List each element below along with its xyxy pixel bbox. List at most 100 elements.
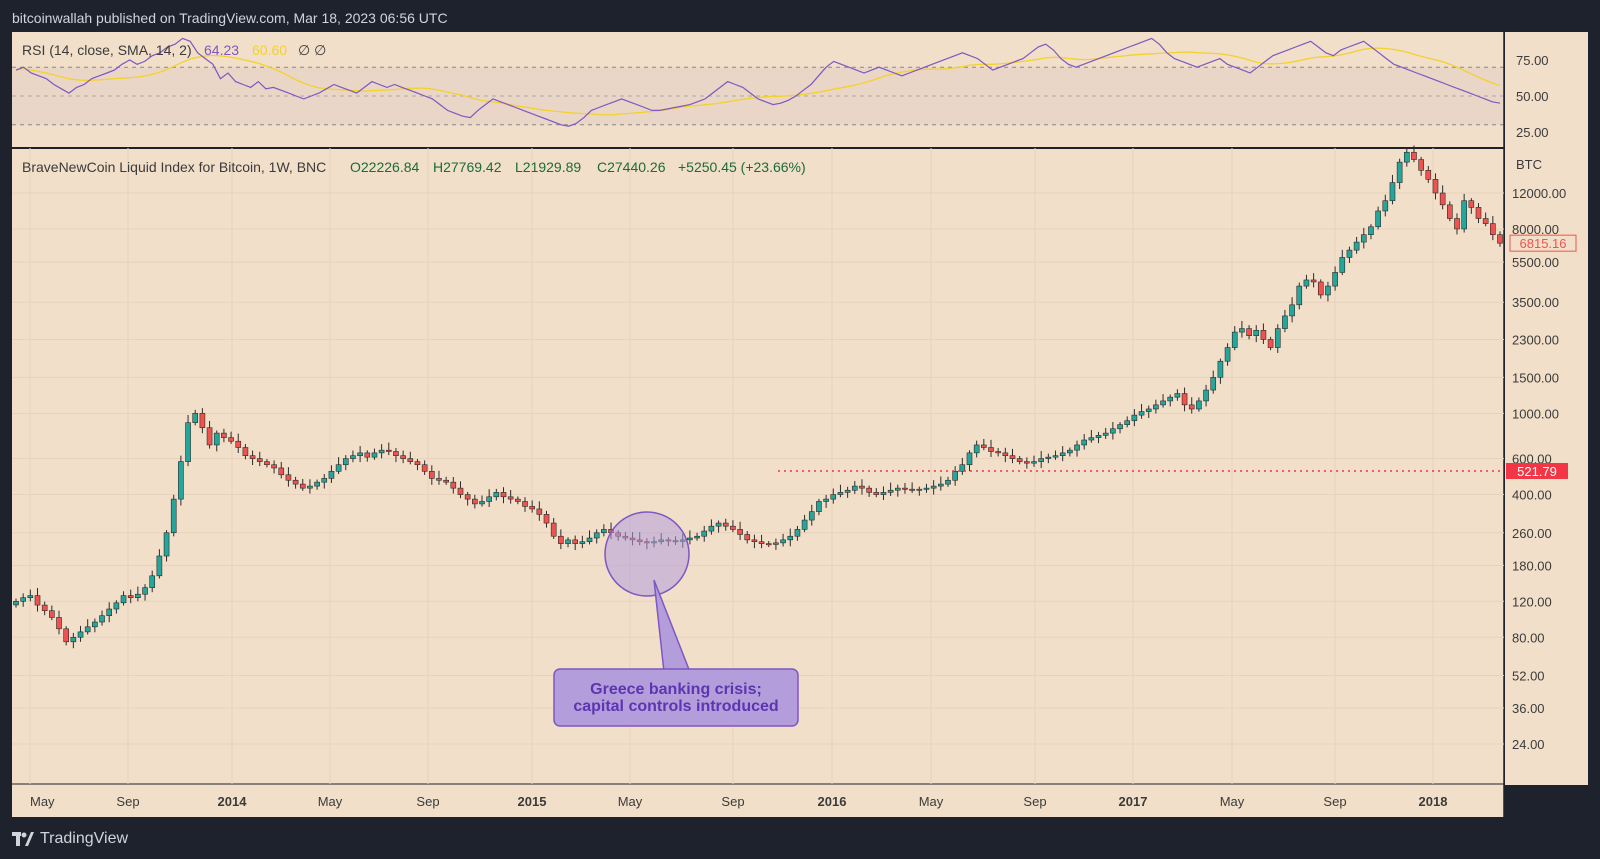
ohlc-low: L21929.89 (515, 159, 581, 175)
candle-body (1102, 432, 1109, 436)
candle-body (385, 449, 392, 452)
candle-body (787, 535, 794, 541)
candle-body (579, 541, 586, 544)
candle-body (558, 535, 564, 544)
candle-body (952, 470, 958, 481)
candle-body (1317, 281, 1324, 296)
candle-body (1181, 393, 1188, 406)
candle-body (235, 440, 242, 448)
rsi-axis: 75.00 50.00 25.00 (1516, 53, 1549, 140)
rsi-sma-line (15, 47, 1501, 116)
candle-body (1188, 404, 1195, 410)
time-tick-label: May (919, 794, 944, 809)
candle-body (973, 444, 980, 454)
candle-body (780, 539, 786, 544)
candle-body (34, 595, 41, 606)
candle-body (543, 514, 550, 524)
time-tick-label: 2014 (218, 794, 248, 809)
candle-body (923, 487, 930, 490)
candle-body (701, 530, 708, 537)
candle-body (708, 525, 715, 532)
footer: TradingView (0, 818, 1600, 859)
candle-body (99, 615, 105, 623)
rsi-extra-symbols: ∅ ∅ (298, 42, 326, 58)
candle-body (1368, 226, 1374, 235)
candle-body (687, 537, 693, 541)
candle-body (1325, 285, 1331, 296)
price-tick-label: 12000.00 (1512, 186, 1566, 201)
candle-body (1009, 455, 1016, 459)
candle-body (49, 610, 55, 618)
candle-body (1454, 218, 1460, 230)
candle-body (1167, 396, 1174, 402)
candle-body (902, 487, 908, 490)
candle-body (1310, 279, 1317, 283)
candle-body (472, 498, 478, 505)
candle-body (1403, 151, 1410, 163)
chart-area[interactable]: RSI (14, close, SMA, 14, 2) 64.23 60.60 … (0, 0, 1600, 818)
candle-body (522, 501, 528, 507)
candle-body (378, 449, 385, 454)
candle-body (1375, 210, 1381, 228)
candle-body (486, 496, 492, 502)
candle-body (41, 604, 48, 611)
rsi-sma-value: 60.60 (252, 42, 287, 58)
candle-body (866, 487, 872, 493)
candle-body (1382, 200, 1389, 212)
price-tick-label: 3500.00 (1512, 295, 1559, 310)
price-tick-label: 80.00 (1512, 630, 1545, 645)
candle-body (163, 532, 170, 557)
symbol-label: BraveNewCoin Liquid Index for Bitcoin, 1… (22, 159, 326, 175)
candles (13, 145, 1503, 649)
candle-body (500, 492, 507, 498)
candle-body (1303, 279, 1310, 287)
candle-body (1131, 414, 1138, 422)
rsi-value: 64.23 (204, 42, 239, 58)
level-tag-background (1506, 462, 1568, 479)
rsi-tick-label: 25.00 (1516, 125, 1549, 140)
candle-body (529, 506, 535, 510)
price-axis[interactable] (1505, 32, 1588, 785)
candle-body (350, 455, 356, 459)
candle-body (493, 492, 500, 498)
time-tick-label: Sep (1323, 794, 1346, 809)
candle-body (1110, 428, 1116, 434)
tradingview-logo[interactable]: TradingView (12, 830, 128, 848)
candle-body (966, 452, 973, 466)
candle-body (1024, 461, 1030, 464)
candle-body (1353, 241, 1360, 251)
price-tick-label: 260.00 (1512, 526, 1552, 541)
ohlc-open: O22226.84 (350, 159, 419, 175)
rsi-line (15, 37, 1501, 127)
candle-body (737, 529, 743, 535)
candle-body (844, 489, 851, 493)
candle-body (751, 539, 758, 543)
candle-body (106, 608, 113, 617)
candle-body (1217, 360, 1224, 378)
candle-body (1282, 315, 1288, 329)
candle-body (694, 535, 700, 539)
candle-body (70, 636, 77, 643)
candle-body (27, 595, 34, 598)
candle-body (730, 525, 736, 530)
candle-body (1246, 328, 1252, 336)
ohlc-change: +5250.45 (+23.66%) (678, 159, 806, 175)
candle-body (873, 492, 880, 495)
candle-body (1174, 393, 1181, 398)
candle-body (1389, 182, 1396, 202)
candle-body (945, 479, 951, 485)
candle-body (1461, 200, 1467, 230)
candle-body (536, 508, 543, 515)
candle-body (13, 601, 19, 606)
candle-body (988, 447, 994, 452)
candle-body (1124, 420, 1131, 425)
annotation-callout[interactable]: Greece banking crisis; capital controls … (553, 511, 799, 727)
candle-body (1339, 257, 1346, 273)
candle-body (1260, 330, 1267, 340)
currency-label: BTC (1516, 157, 1542, 172)
last-price-tag: 6815.16 (1520, 236, 1567, 251)
candle-body (450, 481, 457, 489)
time-tick-label: Sep (116, 794, 139, 809)
candle-body (1490, 223, 1496, 235)
candle-body (816, 501, 822, 512)
